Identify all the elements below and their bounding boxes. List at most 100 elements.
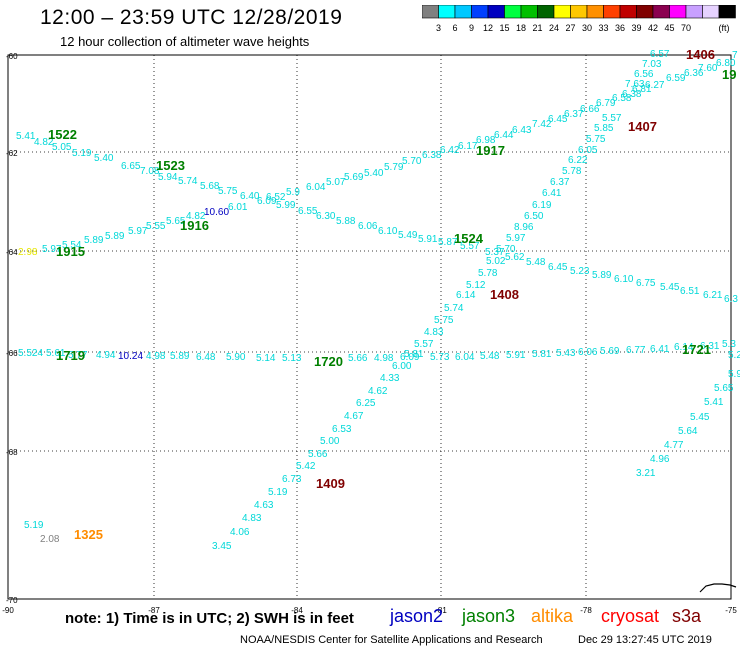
track-time-label: 19: [722, 67, 736, 82]
wave-height-value: 7: [732, 50, 738, 61]
wave-height-value: 5.70: [402, 156, 422, 167]
wave-height-value: 5.13: [282, 353, 302, 364]
wave-height-value: 6.37: [550, 177, 570, 188]
wave-height-value: 5.62: [505, 252, 525, 263]
scale-level-label: 36: [615, 23, 625, 33]
track-time-label: 1524: [454, 231, 484, 246]
wave-height-value: 4.82: [186, 211, 206, 222]
wave-height-value: 4.96: [650, 454, 670, 465]
wave-height-value: 6.58: [612, 93, 632, 104]
wave-height-value: 5.97: [128, 226, 148, 237]
wave-height-value: 5.97: [506, 233, 526, 244]
scale-level-label: 6: [452, 23, 457, 33]
latitude-label: -70: [6, 596, 18, 605]
wave-height-value: 6.27: [645, 80, 665, 91]
wave-height-value: 5.48: [480, 351, 500, 362]
wave-height-value: 6.30: [316, 211, 336, 222]
scale-level-label: 3: [436, 23, 441, 33]
track-time-label: 1406: [686, 47, 715, 62]
wave-height-value: 5.94: [158, 172, 178, 183]
wave-height-value: 6.04: [306, 182, 326, 193]
wave-height-value: 5.89: [592, 270, 612, 281]
wave-height-value: 7.42: [532, 119, 552, 130]
satellite-legend-s3a: s3a: [672, 606, 702, 626]
wave-height-value: 6.80: [716, 58, 736, 69]
scale-level-label: 27: [565, 23, 575, 33]
wave-height-value: 5.00: [320, 436, 340, 447]
wave-height-value: 6.75: [636, 278, 656, 289]
scale-unit-label: (ft): [719, 23, 730, 33]
wave-height-value: 6.06: [358, 221, 378, 232]
wave-height-value: 5.45: [660, 282, 680, 293]
wave-height-value: 6.14: [674, 342, 694, 353]
scale-level-label: 21: [532, 23, 542, 33]
wave-height-value: 5.41: [704, 397, 724, 408]
wave-height-value: 6.45: [548, 114, 568, 125]
wave-height-value: 5.19: [72, 148, 92, 159]
wave-height-value: 5.45: [690, 412, 710, 423]
wave-height-value: 6.38: [622, 89, 642, 100]
wave-height-value: 6.09: [400, 352, 420, 363]
scale-level-label: 12: [483, 23, 493, 33]
wave-height-value: 4.67: [344, 411, 364, 422]
scale-level-label: 33: [598, 23, 608, 33]
wave-height-value: 2.98: [18, 247, 38, 258]
wave-height-value: 6.19: [532, 200, 552, 211]
wave-height-value: 5.14: [256, 353, 276, 364]
wave-height-value: 5.19: [24, 520, 44, 531]
wave-height-value: 6.36: [684, 68, 704, 79]
wave-height-value: 7.63: [625, 79, 645, 90]
wave-height-value: 3.21: [636, 468, 656, 479]
wave-height-value: 4.83: [242, 513, 262, 524]
wave-height-value: 5.41: [16, 131, 36, 142]
wave-height-value: 5.79: [384, 162, 404, 173]
wave-height-value: 5.2: [728, 350, 740, 361]
track-time-label: 1523: [156, 158, 185, 173]
wave-height-value: 6.14: [456, 290, 476, 301]
wave-height-value: 6.41: [650, 344, 670, 355]
longitude-label: -90: [2, 606, 14, 615]
wave-height-value: 4.83: [424, 327, 444, 338]
wave-height-value: 5.89: [84, 235, 104, 246]
wave-height-value: 5.85: [594, 123, 614, 134]
satellite-legend-cryosat: cryosat: [601, 606, 660, 626]
wave-height-value: 6.51: [680, 286, 700, 297]
wave-height-value: 4.94: [96, 350, 116, 361]
wave-height-value: 6.00: [392, 361, 412, 372]
wave-height-value: 6.57: [650, 49, 670, 60]
wave-height-value: 5.78: [562, 166, 582, 177]
wave-height-value: 6.25: [356, 398, 376, 409]
scale-level-label: 15: [499, 23, 509, 33]
scale-level-label: 9: [469, 23, 474, 33]
longitude-label: -81: [435, 606, 447, 615]
wave-height-value: 6.52: [266, 192, 286, 203]
track-time-label: 1409: [316, 476, 345, 491]
wave-height-value: 6.98: [476, 135, 496, 146]
generated-timestamp: Dec 29 13:27:45 UTC 2019: [578, 634, 712, 646]
wave-height-value: 5.57: [602, 113, 622, 124]
wave-height-value: 6.31: [700, 341, 720, 352]
wave-height-value: 5.65: [166, 216, 186, 227]
wave-height-value: 5.3: [722, 339, 736, 350]
axis-labels: -60 -62 -64 -66 -68 -70-90 -87 -84 -81 -78 -75: [2, 52, 737, 615]
wave-height-value: 6.17: [458, 141, 478, 152]
wave-height-value: 5.23: [570, 266, 590, 277]
wave-height-value: 6.44: [494, 130, 514, 141]
wave-height-value: 5.69: [344, 172, 364, 183]
satellite-legend-jason2: jason2: [390, 606, 444, 626]
wave-height-value: 5.55: [146, 221, 166, 232]
wave-height-value: 6.05: [578, 145, 598, 156]
wave-height-value: 6.56: [634, 69, 654, 80]
graticule: [7, 54, 732, 600]
wave-height-value: 5.81: [404, 349, 424, 360]
wave-height-value: 5.75: [434, 315, 454, 326]
track-time-labels: 1522 1523 1916 1915 1917 1524 1719 1720 1721 19 14…: [48, 47, 736, 542]
wave-height-value: 4.06: [230, 527, 250, 538]
track-time-label: 1917: [476, 143, 505, 158]
wave-height-value: 5.05: [52, 142, 72, 153]
wave-height-value: 5.70: [496, 244, 516, 255]
track-time-label: 1522: [48, 127, 77, 142]
wave-height-value: 5.81: [532, 349, 552, 360]
wave-height-value: 5.90: [226, 352, 246, 363]
